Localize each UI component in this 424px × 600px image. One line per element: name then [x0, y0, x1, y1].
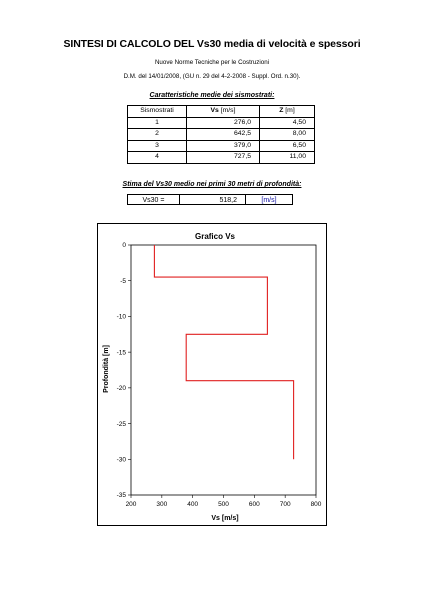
- vs30-value: 518,2: [179, 194, 246, 205]
- document-title: SINTESI DI CALCOLO DEL Vs30 media di vel…: [63, 38, 361, 50]
- x-tick-label: 400: [187, 501, 198, 508]
- chart-axes: [128, 244, 317, 498]
- layer-z: 8,00: [259, 128, 315, 141]
- x-tick-label: 800: [311, 501, 322, 508]
- document-subtitle: Nuove Norme Tecniche per le Costruzioni: [154, 59, 270, 66]
- chart-series: [153, 245, 295, 460]
- x-tick-label: 600: [249, 501, 260, 508]
- normative-reference: D.M. del 14/01/2008, (GU n. 29 del 4-2-2…: [123, 73, 301, 80]
- col-header-vs: Vs [m/s]: [186, 105, 260, 118]
- layer-number: 1: [127, 116, 187, 129]
- chart-tick-labels: 200 300 400 500 600 700 800 0 -5 -10 -15 -20 -25 -30 -…: [117, 242, 322, 508]
- layer-z: 11,00: [259, 151, 315, 164]
- y-tick-label: -5: [120, 278, 126, 285]
- y-tick-label: 0: [122, 242, 126, 249]
- y-tick-label: -35: [117, 492, 127, 499]
- table-row: 3 379,0 6,50: [127, 139, 315, 152]
- table-row: 1 276,0 4,50: [127, 116, 315, 129]
- x-tick-label: 300: [156, 501, 167, 508]
- vs30-label: Vs30 =: [127, 194, 180, 205]
- layer-vs: 642,5: [186, 128, 260, 141]
- layers-heading: Caratteristiche medie dei sismostrati:: [149, 92, 275, 99]
- x-tick-label: 500: [218, 501, 229, 508]
- col-header-z-symbol: Z: [279, 107, 284, 115]
- y-tick-label: -15: [117, 349, 127, 356]
- y-tick-label: -20: [117, 385, 127, 392]
- y-tick-label: -10: [117, 314, 127, 321]
- col-header-z: Z [m]: [259, 105, 315, 118]
- layer-vs: 379,0: [186, 139, 260, 152]
- layer-number: 3: [127, 139, 187, 152]
- layer-vs: 276,0: [186, 116, 260, 129]
- layer-number: 4: [127, 151, 187, 164]
- layers-table-header: Sismostrati Vs [m/s] Z [m]: [127, 105, 315, 118]
- layer-vs: 727,5: [186, 151, 260, 164]
- vs-profile-chart: Grafico Vs 200 300 400 500 600 700 800 0 -5 -10 -1…: [103, 232, 322, 522]
- y-axis-label: Profondità [m]: [103, 345, 110, 393]
- table-row: 2 642,5 8,00: [127, 128, 315, 141]
- layer-number: 2: [127, 128, 187, 141]
- col-header-vs-symbol: Vs: [210, 107, 219, 115]
- y-tick-label: -25: [117, 421, 127, 428]
- plot-area: [130, 244, 317, 496]
- x-tick-label: 200: [126, 501, 137, 508]
- chart-title: Grafico Vs: [195, 232, 236, 241]
- table-row: 4 727,5 11,00: [127, 151, 315, 164]
- vs-profile-line: [153, 245, 295, 460]
- col-header-layer: Sismostrati: [127, 105, 187, 118]
- y-tick-label: -30: [117, 456, 127, 463]
- layer-z: 4,50: [259, 116, 315, 129]
- vs30-heading: Stima del Vs30 medio nei primi 30 metri …: [122, 181, 302, 188]
- layer-z: 6,50: [259, 139, 315, 152]
- col-header-z-unit: [m]: [285, 107, 295, 115]
- layers-table: Sismostrati Vs [m/s] Z [m] 1 276,0 4,50 …: [127, 105, 315, 164]
- vs30-unit: [m/s]: [245, 194, 293, 205]
- x-tick-label: 700: [280, 501, 291, 508]
- chart-frame: Grafico Vs 200 300 400 500 600 700 800 0 -5 -10 -1…: [97, 223, 327, 526]
- x-axis-label: Vs [m/s]: [211, 515, 238, 522]
- col-header-vs-unit: [m/s]: [220, 107, 236, 115]
